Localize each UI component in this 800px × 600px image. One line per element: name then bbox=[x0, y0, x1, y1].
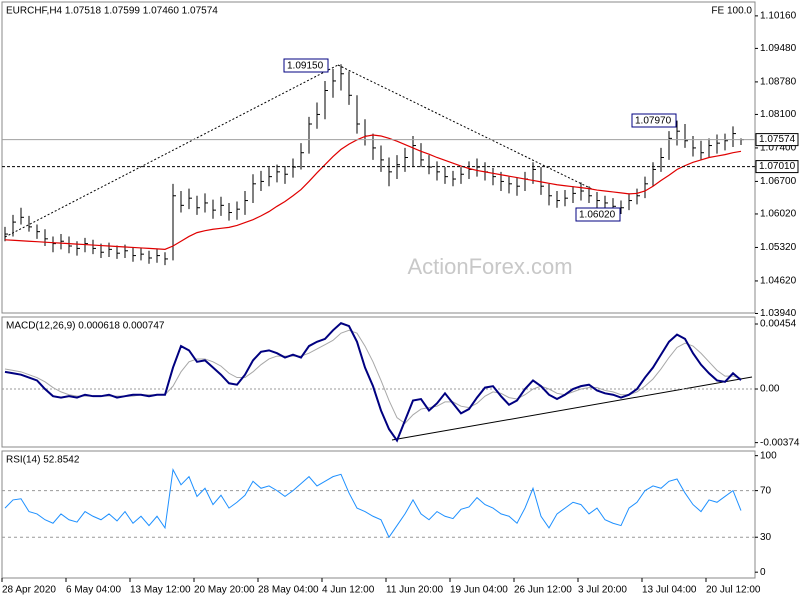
chart-title: EURCHF,H4 1.07518 1.07599 1.07460 1.0757… bbox=[6, 6, 218, 17]
panel-frame bbox=[1, 450, 756, 579]
y-tick-label: 1.07400 bbox=[760, 143, 797, 154]
panel-frame bbox=[1, 316, 756, 448]
x-tick-label: 3 Jul 20:00 bbox=[578, 585, 627, 596]
y-tick-label: 1.06700 bbox=[760, 176, 797, 187]
price-tag-label: 1.07010 bbox=[759, 161, 796, 172]
x-tick-label: 26 Jun 12:00 bbox=[514, 585, 572, 596]
y-tick-label: 0.00454 bbox=[760, 319, 797, 330]
y-tick-label: 1.09480 bbox=[760, 43, 797, 54]
annotation-box bbox=[575, 207, 621, 222]
y-tick-label: 1.08780 bbox=[760, 77, 797, 88]
x-tick-label: 13 May 12:00 bbox=[130, 585, 191, 596]
x-tick-label: 11 Jun 20:00 bbox=[386, 585, 444, 596]
x-tick-label: 6 May 04:00 bbox=[66, 585, 121, 596]
price-tag-label: 1.07574 bbox=[759, 134, 796, 145]
annotation-box bbox=[283, 58, 329, 73]
trendline bbox=[4, 64, 339, 238]
y-tick-label: 1.04620 bbox=[760, 276, 797, 287]
y-tick-label: 1.08100 bbox=[760, 109, 797, 120]
y-tick-label: 30 bbox=[760, 532, 772, 543]
x-tick-label: 19 Jun 04:00 bbox=[450, 585, 508, 596]
y-tick-label: 1.05320 bbox=[760, 242, 797, 253]
annotation: 1.09150 bbox=[287, 61, 324, 72]
x-tick-label: 4 Jun 12:00 bbox=[322, 585, 375, 596]
price-tag bbox=[755, 133, 799, 147]
annotation-box bbox=[631, 113, 677, 128]
annotation: 1.06020 bbox=[579, 210, 616, 221]
badge: FE 100.0 bbox=[711, 6, 752, 17]
y-tick-label: 1.10160 bbox=[760, 11, 797, 22]
line bbox=[4, 322, 742, 443]
x-tick-label: 28 May 04:00 bbox=[258, 585, 319, 596]
trendline bbox=[391, 376, 753, 441]
x-tick-label: 13 Jul 04:00 bbox=[642, 585, 697, 596]
trendline bbox=[337, 64, 593, 190]
y-tick-label: 0.00 bbox=[760, 384, 780, 395]
watermark: ActionForex.com bbox=[407, 254, 572, 279]
y-tick-label: 1.03940 bbox=[760, 308, 797, 319]
y-tick-label: 1.06020 bbox=[760, 209, 797, 220]
panel-frame bbox=[1, 1, 756, 314]
y-tick-label: 70 bbox=[760, 485, 772, 496]
y-tick-label: 0 bbox=[760, 567, 766, 578]
panel-title: MACD(12,26,9) 0.000618 0.000747 bbox=[6, 321, 165, 332]
y-tick-label: -0.003745 bbox=[760, 437, 800, 448]
annotation: 1.07970 bbox=[635, 116, 672, 127]
x-tick-label: 28 Apr 2020 bbox=[2, 585, 56, 596]
y-tick-label: 100 bbox=[760, 450, 777, 461]
x-tick-label: 20 May 20:00 bbox=[194, 585, 255, 596]
line bbox=[4, 134, 742, 250]
x-tick-label: 20 Jul 12:00 bbox=[706, 585, 761, 596]
price-tag bbox=[755, 160, 799, 174]
panel-title: RSI(14) 52.8542 bbox=[6, 455, 80, 466]
line bbox=[4, 468, 742, 539]
